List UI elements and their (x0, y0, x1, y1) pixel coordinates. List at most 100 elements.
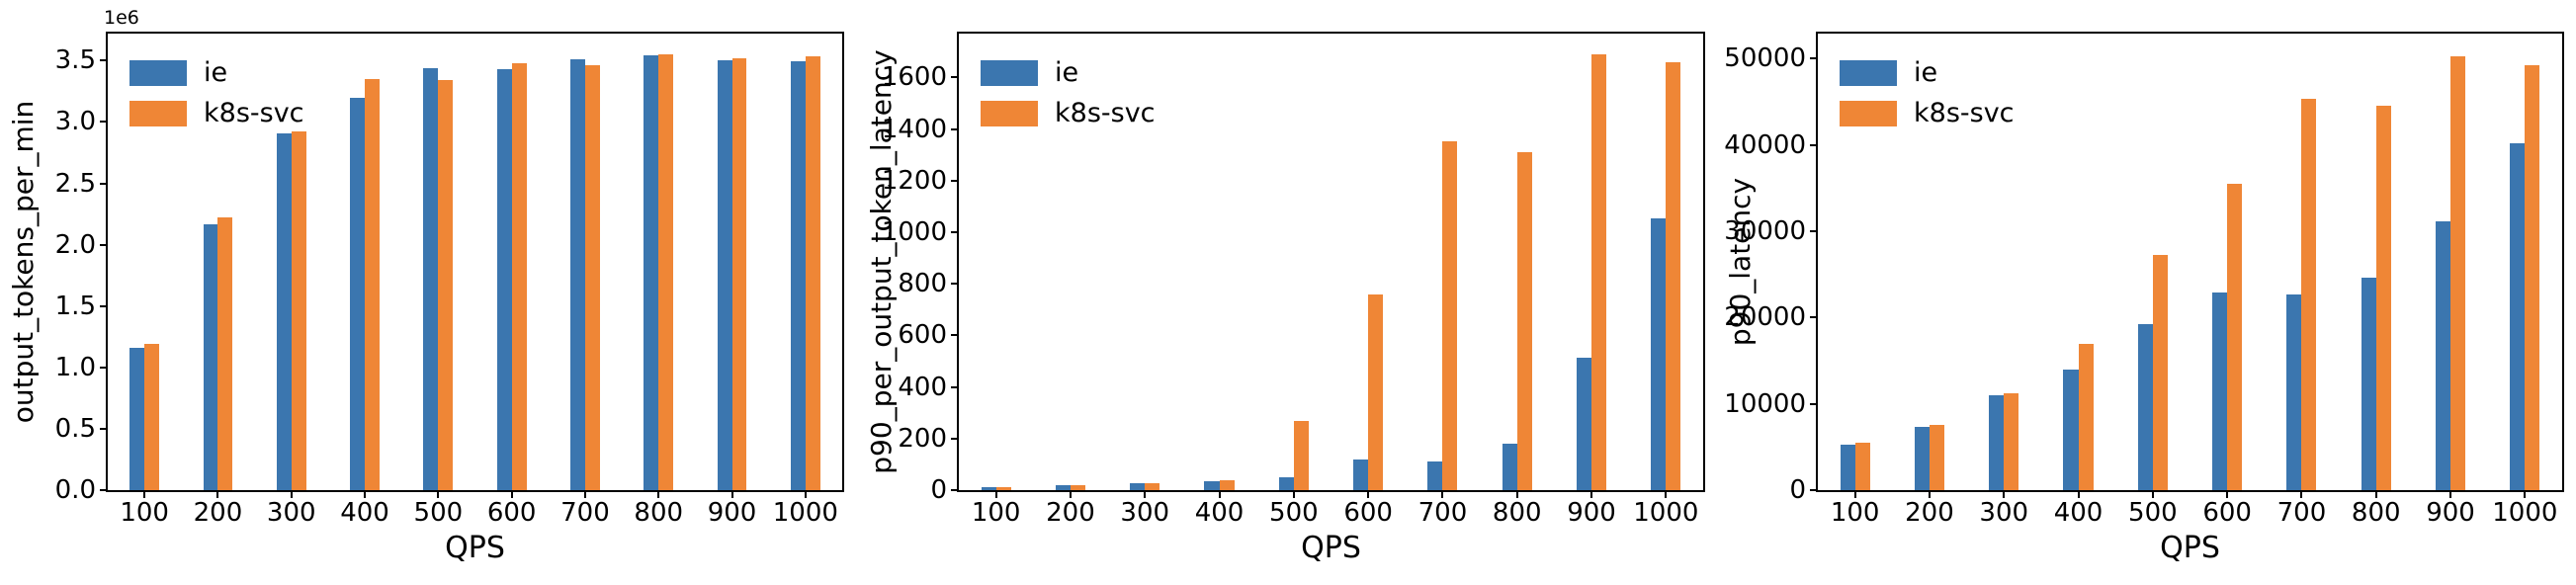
legend: ie k8s-svc (981, 59, 1156, 126)
bar-k8s-svc-qps-100 (995, 487, 1011, 490)
x-tick-label: 800 (634, 498, 684, 528)
bar-ie-qps-100 (129, 347, 145, 490)
x-tick-mark (657, 490, 660, 498)
x-tick-mark (2003, 490, 2006, 498)
bar-ie-qps-200 (1914, 426, 1930, 490)
bar-k8s-svc-qps-800 (2375, 105, 2391, 490)
y-tick-mark (951, 127, 959, 130)
legend-label: ie (1914, 57, 1938, 88)
y-tick-label: 10000 (1724, 388, 1806, 419)
x-tick-label: 900 (2426, 498, 2475, 528)
y-tick-label: 0.5 (54, 413, 96, 444)
x-tick-label: 800 (1492, 498, 1542, 528)
y-tick-mark (100, 489, 108, 491)
bar-k8s-svc-qps-200 (1070, 485, 1085, 490)
x-tick-label: 500 (413, 498, 464, 528)
bar-ie-qps-400 (350, 97, 366, 490)
y-tick-mark (100, 304, 108, 307)
legend-item-ie: ie (129, 59, 304, 86)
x-tick-mark (437, 490, 440, 498)
bar-ie-qps-100 (1840, 444, 1855, 490)
bar-ie-qps-900 (2435, 220, 2451, 490)
legend-label: ie (1055, 57, 1079, 88)
bar-ie-qps-500 (2137, 323, 2153, 490)
y-tick-label: 1200 (881, 165, 947, 196)
legend-swatch-k8s-svc (981, 100, 1038, 126)
bar-ie-qps-700 (1427, 461, 1443, 490)
x-tick-label: 500 (2128, 498, 2178, 528)
x-tick-mark (1218, 490, 1221, 498)
legend-label: k8s-svc (204, 98, 304, 128)
legend-item-ie: ie (981, 59, 1156, 86)
bar-k8s-svc-qps-300 (1145, 483, 1160, 490)
x-tick-label: 600 (2202, 498, 2252, 528)
bar-k8s-svc-qps-800 (1516, 152, 1532, 490)
y-tick-mark (951, 76, 959, 79)
bar-k8s-svc-qps-500 (1293, 420, 1309, 490)
bar-ie-qps-200 (1055, 485, 1071, 490)
y-tick-mark (951, 385, 959, 388)
legend-item-k8s-svc: k8s-svc (129, 100, 304, 126)
y-tick-label: 2.5 (54, 168, 96, 199)
y-tick-mark (100, 59, 108, 62)
bar-k8s-svc-qps-600 (2227, 183, 2243, 490)
legend-label: ie (204, 57, 228, 88)
bar-ie-qps-600 (2212, 292, 2228, 490)
y-tick-mark (1810, 489, 1818, 491)
bar-k8s-svc-qps-900 (731, 57, 747, 490)
x-tick-mark (1590, 490, 1593, 498)
x-tick-label: 700 (560, 498, 610, 528)
x-tick-label: 300 (266, 498, 316, 528)
x-tick-mark (2226, 490, 2229, 498)
bar-ie-qps-300 (1130, 483, 1146, 490)
y-tick-mark (951, 179, 959, 182)
bar-ie-qps-400 (1204, 480, 1220, 490)
x-tick-label: 600 (486, 498, 537, 528)
y-tick-label: 0 (1789, 475, 1806, 505)
bar-k8s-svc-qps-1000 (805, 55, 820, 490)
bar-ie-qps-1000 (2510, 142, 2526, 490)
x-tick-mark (1853, 490, 1856, 498)
y-tick-label: 600 (898, 320, 947, 351)
bar-k8s-svc-qps-600 (511, 63, 527, 490)
bar-ie-qps-800 (2361, 278, 2376, 490)
plot-area: QPS 0 200 400 600 800 1000 1200 1400 1600 100 200 3… (882, 32, 1705, 563)
bar-k8s-svc-qps-1000 (1666, 61, 1681, 490)
legend: ie k8s-svc (1840, 59, 2015, 126)
plot-area: QPS 0 10000 20000 30000 40000 50000 100 200 300 4… (1724, 32, 2564, 563)
y-tick-label: 800 (898, 269, 947, 299)
bar-ie-qps-300 (276, 132, 292, 490)
bar-k8s-svc-qps-500 (2152, 255, 2168, 490)
chart-p90-latency: p90_latency QPS 0 10000 20000 30000 40000 500… (1717, 0, 2576, 585)
x-tick-mark (1441, 490, 1444, 498)
bar-ie-qps-700 (2286, 293, 2302, 490)
x-tick-label: 1000 (2492, 498, 2558, 528)
y-tick-mark (100, 243, 108, 246)
bar-ie-qps-500 (423, 67, 439, 490)
y-tick-mark (100, 182, 108, 185)
bar-ie-qps-600 (496, 69, 512, 490)
bar-k8s-svc-qps-100 (144, 344, 159, 490)
legend-swatch-ie (981, 59, 1038, 86)
bar-k8s-svc-qps-200 (1929, 424, 1944, 490)
x-tick-label: 200 (193, 498, 243, 528)
x-axis-label: QPS (2160, 531, 2220, 565)
x-tick-label: 200 (1046, 498, 1095, 528)
bar-ie-qps-200 (203, 223, 218, 490)
x-tick-mark (994, 490, 997, 498)
x-tick-mark (2151, 490, 2154, 498)
x-tick-mark (1515, 490, 1518, 498)
x-tick-label: 400 (340, 498, 389, 528)
x-tick-label: 700 (1417, 498, 1468, 528)
bar-k8s-svc-qps-400 (2078, 344, 2094, 490)
y-tick-mark (1810, 316, 1818, 319)
bar-ie-qps-900 (1576, 358, 1592, 490)
x-tick-mark (290, 490, 293, 498)
y-tick-mark (100, 427, 108, 430)
x-tick-mark (804, 490, 807, 498)
bar-ie-qps-1000 (790, 60, 806, 490)
y-tick-mark (100, 121, 108, 124)
y-tick-label: 1400 (881, 114, 947, 144)
bar-ie-qps-600 (1353, 459, 1369, 490)
